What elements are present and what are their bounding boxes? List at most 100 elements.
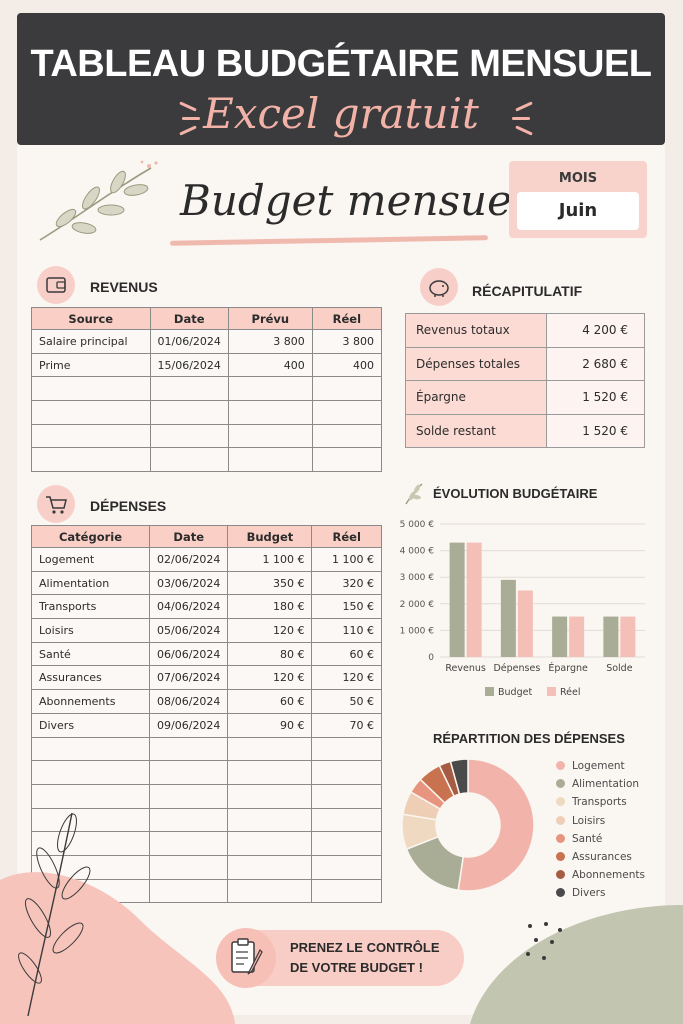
table-cell[interactable]	[149, 783, 229, 809]
table-cell[interactable]	[30, 831, 151, 856]
table-row: Abonnements 08/06/2024 60 €50 €	[30, 689, 382, 714]
table-cell[interactable]	[31, 423, 151, 449]
table-row	[31, 400, 383, 425]
table-cell[interactable]	[227, 376, 313, 402]
legend-label: Divers	[572, 887, 606, 900]
depenses-title: DÉPENSES	[90, 498, 167, 514]
table-cell[interactable]	[31, 447, 151, 473]
table-cell[interactable]: 03/06/2024	[149, 570, 229, 596]
table-cell[interactable]: 06/06/2024	[149, 641, 229, 667]
table-cell[interactable]	[149, 376, 229, 402]
table-cell[interactable]: 120 €	[311, 665, 382, 691]
table-cell[interactable]: 180 €	[227, 594, 313, 620]
table-cell[interactable]: Santé	[30, 641, 151, 667]
table-cell[interactable]	[30, 783, 151, 809]
pie-legend-item: Santé	[556, 833, 602, 845]
table-cell[interactable]: Logement	[30, 547, 151, 572]
evolution-bar-chart: 0 1 000 € 2 000 € 3 000 € 4 000 € 5 000 € Reve…	[400, 520, 645, 698]
table-cell[interactable]	[31, 400, 151, 425]
table-cell[interactable]	[227, 854, 313, 880]
table-cell[interactable]: 02/06/2024	[149, 547, 229, 572]
table-cell[interactable]: 90 €	[227, 712, 313, 738]
table-cell[interactable]	[149, 878, 229, 904]
table-cell[interactable]	[311, 423, 383, 449]
table-cell[interactable]: 07/06/2024	[149, 665, 229, 691]
table-cell[interactable]: 08/06/2024	[149, 689, 229, 714]
table-cell[interactable]: 120 €	[227, 665, 313, 691]
table-cell[interactable]: 15/06/2024	[149, 352, 229, 378]
table-cell[interactable]: Transports	[30, 594, 151, 620]
table-cell[interactable]: 320 €	[311, 570, 382, 596]
table-cell[interactable]: 3 800	[311, 329, 383, 354]
table-cell[interactable]: 150 €	[311, 594, 382, 620]
month-input[interactable]: Juin	[517, 192, 639, 230]
table-cell[interactable]	[227, 807, 313, 833]
table-cell[interactable]: 50 €	[311, 689, 382, 714]
table-cell[interactable]: 400	[227, 352, 313, 378]
bar-réel	[466, 542, 482, 657]
legend-label: Transports	[572, 796, 627, 809]
header-banner: TABLEAU BUDGÉTAIRE MENSUEL Excel gratuit	[17, 13, 665, 145]
table-cell[interactable]	[311, 783, 382, 809]
cta-pill[interactable]: PRENEZ LE CONTRÔLE DE VOTRE BUDGET !	[216, 928, 464, 988]
column-header: Date	[149, 525, 229, 548]
table-cell[interactable]	[227, 447, 313, 473]
table-cell[interactable]	[149, 807, 229, 833]
table-cell[interactable]	[311, 736, 382, 762]
table-cell[interactable]: 350 €	[227, 570, 313, 596]
y-tick-label: 5 000 €	[400, 520, 435, 530]
table-cell[interactable]: Divers	[30, 712, 151, 738]
table-cell[interactable]: 400	[311, 352, 383, 378]
table-cell[interactable]: 80 €	[227, 641, 313, 667]
table-cell[interactable]	[311, 854, 382, 880]
table-cell[interactable]	[30, 760, 151, 785]
table-cell[interactable]	[149, 447, 229, 473]
table-cell[interactable]: 05/06/2024	[149, 618, 229, 643]
legend-swatch	[547, 687, 556, 696]
recap-label: Solde restant	[405, 413, 547, 448]
table-cell[interactable]: 70 €	[311, 712, 382, 738]
table-cell[interactable]	[227, 831, 313, 856]
table-cell[interactable]	[227, 783, 313, 809]
x-tick-label: Revenus	[445, 663, 486, 674]
table-cell[interactable]: Loisirs	[30, 618, 151, 643]
bar-réel	[569, 616, 585, 657]
table-cell[interactable]: Salaire principal	[31, 329, 151, 354]
table-cell[interactable]: Assurances	[30, 665, 151, 691]
table-cell[interactable]	[31, 376, 151, 402]
table-cell[interactable]	[227, 760, 313, 785]
table-cell[interactable]	[30, 807, 151, 833]
table-cell[interactable]: 3 800	[227, 329, 313, 354]
table-cell[interactable]: 120 €	[227, 618, 313, 643]
table-cell[interactable]	[311, 878, 382, 904]
table-cell[interactable]: Abonnements	[30, 689, 151, 714]
table-cell[interactable]: 04/06/2024	[149, 594, 229, 620]
table-cell[interactable]: 1 100 €	[227, 547, 313, 572]
column-header: Source	[31, 307, 151, 330]
table-cell[interactable]	[149, 736, 229, 762]
table-cell[interactable]: 110 €	[311, 618, 382, 643]
table-cell[interactable]: 01/06/2024	[149, 329, 229, 354]
table-cell[interactable]: Alimentation	[30, 570, 151, 596]
table-cell[interactable]	[311, 400, 383, 425]
table-cell[interactable]: 09/06/2024	[149, 712, 229, 738]
table-cell[interactable]	[311, 807, 382, 833]
table-cell[interactable]: Prime	[31, 352, 151, 378]
banner-subtitle: Excel gratuit	[203, 89, 479, 138]
table-cell[interactable]	[149, 760, 229, 785]
table-cell[interactable]	[227, 423, 313, 449]
table-cell[interactable]: 1 100 €	[311, 547, 382, 572]
table-cell[interactable]	[311, 447, 383, 473]
table-cell[interactable]	[149, 831, 229, 856]
table-cell[interactable]	[311, 376, 383, 402]
table-cell[interactable]	[149, 423, 229, 449]
table-cell[interactable]: 60 €	[227, 689, 313, 714]
table-cell[interactable]	[227, 878, 313, 904]
table-cell[interactable]	[30, 736, 151, 762]
table-cell[interactable]	[311, 760, 382, 785]
table-cell[interactable]	[227, 400, 313, 425]
table-cell[interactable]	[227, 736, 313, 762]
table-cell[interactable]	[149, 400, 229, 425]
table-cell[interactable]	[311, 831, 382, 856]
table-cell[interactable]: 60 €	[311, 641, 382, 667]
